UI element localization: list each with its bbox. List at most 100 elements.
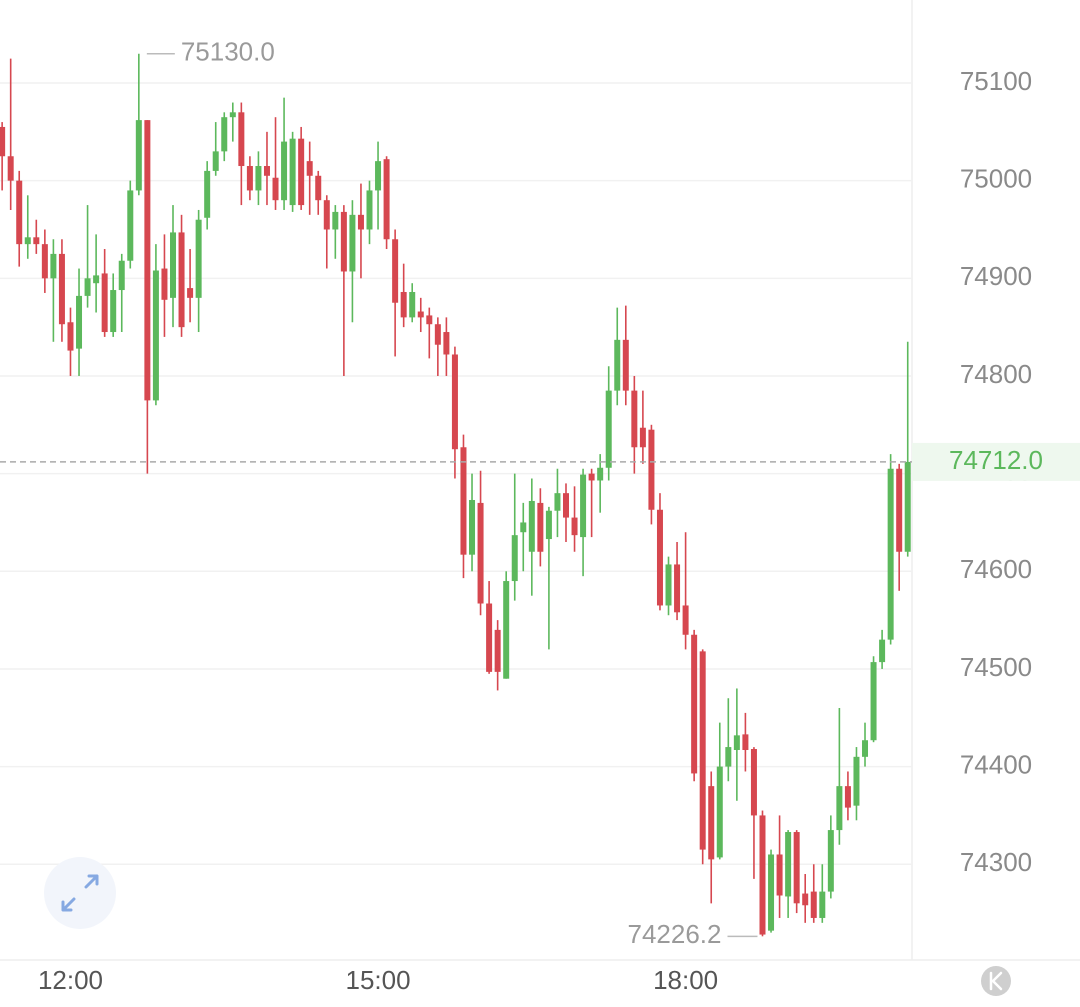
candle-body [67,322,74,351]
candle-body [272,177,279,201]
candle-body [580,474,587,538]
candle-body [571,517,578,536]
x-tick-label: 18:00 [653,965,718,995]
candle-body [562,493,569,518]
candle-body [802,893,809,906]
y-tick-label: 74500 [960,652,1032,682]
candle-body [289,138,296,206]
low-annotation: 74226.2 [628,919,722,949]
candle-body [759,815,766,935]
candle-body [50,253,57,279]
candle-body [776,854,783,896]
candle-body [545,510,552,540]
candle-body [887,468,894,640]
candle-body [460,447,467,555]
high-annotation: 75130.0 [181,37,275,67]
candle-body [161,268,168,300]
candle-body [392,239,399,303]
candle-body [674,564,681,613]
candle-body [853,756,860,806]
candle-body [315,175,322,201]
candle-body [708,786,715,860]
candle-body [238,112,245,167]
candle-body [340,211,347,272]
candle-body [144,120,151,401]
grid: 7430074400745007460074700748007490075000… [0,66,1032,995]
candle-body [622,339,629,391]
candle-body [434,324,441,345]
candle-body [323,200,330,230]
candle-body [733,735,740,750]
candle-body [844,786,851,808]
candle-body [366,190,373,230]
candle-body [503,581,510,679]
candle-body [896,468,903,552]
candle-body [862,740,869,757]
last-price-tag [912,442,1080,481]
candle-body [494,629,501,672]
candle-body [469,499,476,555]
candle-body [84,278,91,296]
candle-body [768,854,775,931]
candle-body [135,120,142,191]
candle-body [263,166,270,176]
candle-body [426,315,433,325]
candle-body [614,339,621,391]
candle-body [631,390,638,448]
candle-body [221,117,228,152]
candle-body [332,211,339,230]
x-tick-label: 15:00 [346,965,411,995]
candle-body [306,161,313,176]
candle-body [682,605,689,635]
y-tick-label: 75000 [960,164,1032,194]
y-tick-label: 74600 [960,554,1032,584]
expand-button[interactable] [44,857,116,929]
candle-body [127,190,134,261]
candle-body [597,467,604,481]
candle-body [400,291,407,318]
candle-body [451,354,458,450]
candle-body [7,156,14,181]
candle-body [298,138,305,206]
kline-button[interactable] [981,966,1011,996]
candle-body [819,891,826,918]
candle-body [383,159,390,240]
candle-body [417,311,424,318]
candle-body [725,747,732,767]
candle-body [879,639,886,663]
candle-body [691,634,698,774]
candle-body [750,749,757,816]
candle-body [639,427,646,448]
candle-body [810,891,817,918]
candle-body [785,832,792,897]
candle-body [443,332,450,355]
candle-body [716,766,723,858]
candle-body [477,502,484,604]
candle-body [904,461,911,552]
candle-body [195,219,202,298]
candle-body [656,509,663,606]
candle-body [665,564,672,606]
candle-body [118,260,125,291]
candle-body [212,151,219,171]
candle-body [0,126,6,157]
candle-body [375,161,382,191]
candle-body [520,522,527,533]
candle-body [554,493,561,511]
candle-body [255,166,262,191]
candle-body [349,214,356,272]
candle-body [793,832,800,904]
candle-body [699,651,706,850]
overlay: 75130.0 74226.2 74712.0 [0,37,1080,949]
candle-body [742,734,749,750]
candle-body [204,170,211,218]
candle-body [605,390,612,468]
x-tick-label: 12:00 [38,965,103,995]
y-tick-label: 74800 [960,359,1032,389]
candle-body [178,232,185,328]
candle-body [187,288,194,298]
y-tick-label: 74400 [960,749,1032,779]
candle-body [33,237,40,245]
candle-body [281,141,288,201]
